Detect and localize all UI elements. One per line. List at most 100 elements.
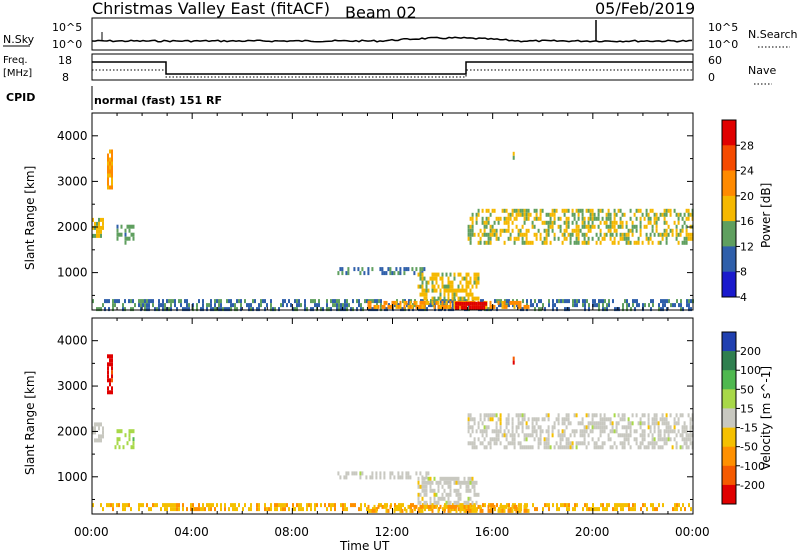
power-cell (116, 228, 119, 233)
power-cell (449, 304, 452, 309)
power-cell (408, 299, 410, 304)
power-cell (404, 307, 406, 312)
power-cell (452, 303, 454, 308)
power-cell (527, 304, 530, 309)
velocity-cell (503, 504, 506, 509)
power-cell (184, 307, 186, 312)
velocity-cell (381, 504, 384, 509)
velocity-cell (421, 504, 424, 509)
velocity-cell (497, 417, 500, 422)
power-cell (128, 236, 131, 241)
velocity-cell (643, 429, 646, 434)
power-cell (292, 307, 294, 312)
velocity-cell (491, 429, 494, 434)
velocity-cell (94, 426, 96, 431)
power-cell (539, 216, 542, 221)
power-cell (677, 212, 680, 217)
power-cell (563, 212, 566, 217)
power-cell (437, 300, 440, 305)
velocity-cell (629, 425, 632, 430)
velocity-cell (369, 475, 372, 480)
velocity-cell (614, 503, 616, 508)
velocity-cell (471, 417, 474, 422)
velocity-cell (481, 421, 484, 426)
power-cell (635, 208, 638, 213)
velocity-cell (417, 476, 420, 481)
power-cell (160, 303, 162, 308)
velocity-cell (641, 437, 644, 442)
power-cell (520, 307, 522, 312)
velocity-cell (592, 503, 594, 508)
power-cell (266, 303, 268, 308)
power-cell (515, 208, 518, 213)
power-cell (507, 228, 510, 233)
velocity-cell (569, 433, 572, 438)
velocity-cell (472, 503, 474, 508)
power-cell (109, 169, 111, 174)
power-cell (585, 208, 588, 213)
power-cell (419, 304, 422, 309)
power-cell (473, 296, 476, 301)
velocity-cell (505, 504, 508, 509)
velocity-cell (288, 507, 290, 512)
power-cell (658, 307, 660, 312)
velocity-cell (479, 417, 482, 422)
power-cell (575, 236, 578, 241)
power-colorbar-tick-label: 8 (740, 266, 747, 279)
power-cell (496, 307, 498, 312)
power-cell (116, 232, 119, 237)
power-cell (228, 299, 230, 304)
velocity-cell (545, 429, 548, 434)
power-cell (653, 216, 656, 221)
power-ylabel: Slant Range [km] (23, 166, 37, 270)
power-cell (192, 307, 194, 312)
velocity-cell (647, 441, 650, 446)
power-cell (457, 272, 460, 277)
power-cell (531, 240, 534, 245)
velocity-cell (497, 429, 500, 434)
power-cell (634, 299, 636, 304)
power-cell (471, 228, 474, 233)
power-cell (571, 212, 574, 217)
velocity-cell (485, 433, 488, 438)
velocity-cell (671, 429, 674, 434)
power-cell (162, 299, 164, 304)
power-cell (380, 307, 382, 312)
power-cell (152, 299, 154, 304)
power-cell (599, 228, 602, 233)
velocity-cell (467, 441, 470, 446)
power-cell (599, 220, 602, 225)
power-cell (533, 224, 536, 229)
velocity-cell (643, 433, 646, 438)
power-colorbar-tick-label: 20 (740, 190, 754, 203)
power-cell (559, 224, 562, 229)
power-cell (545, 232, 548, 237)
velocity-cell (579, 429, 582, 434)
power-cell (669, 212, 672, 217)
velocity-cell (585, 445, 588, 450)
power-cell (607, 224, 610, 229)
x-tick-label: 20:00 (575, 525, 610, 539)
power-cell (602, 299, 604, 304)
power-colorbar-swatch (722, 195, 736, 222)
power-cell (453, 300, 456, 305)
power-cell (480, 299, 482, 304)
velocity-cell (489, 441, 492, 446)
power-cell (494, 299, 496, 304)
power-cell (465, 305, 468, 310)
velocity-cell (646, 507, 648, 512)
velocity-cell (655, 417, 658, 422)
power-cell (678, 303, 680, 308)
power-cell (647, 236, 650, 241)
power-cell (403, 300, 406, 305)
power-cell (515, 224, 518, 229)
power-cell (680, 307, 682, 312)
power-cell (338, 303, 340, 308)
velocity-cell (615, 429, 618, 434)
power-cell (441, 300, 444, 305)
velocity-cell (452, 507, 454, 512)
velocity-colorbar-tick-label: -15 (740, 422, 758, 435)
power-cell (553, 208, 556, 213)
power-cell (567, 232, 570, 237)
velocity-cell (425, 471, 428, 476)
